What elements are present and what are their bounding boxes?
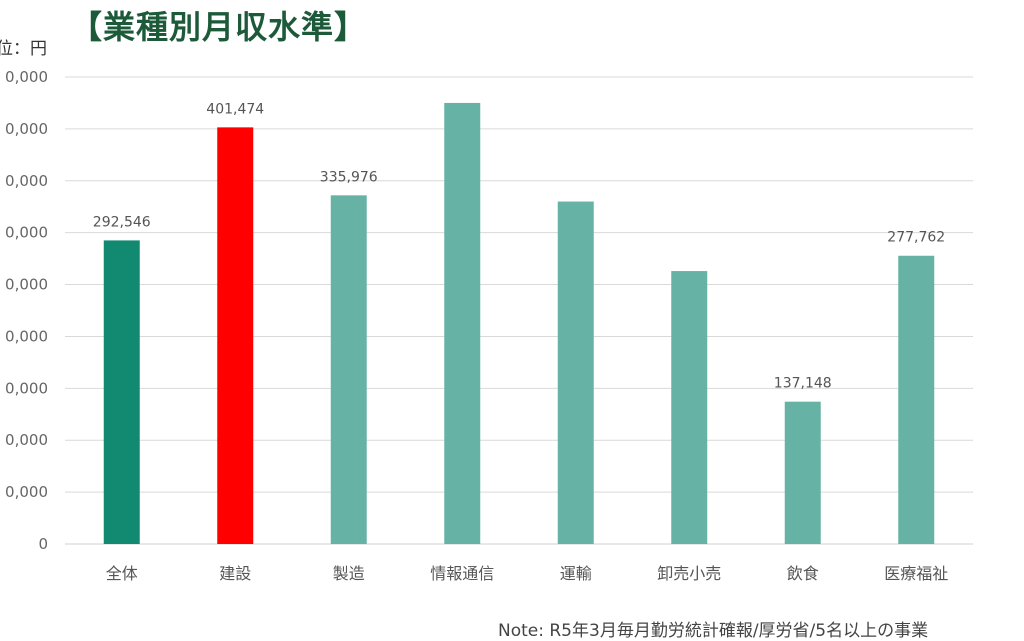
bar-3 <box>444 102 481 544</box>
bar-5 <box>671 271 708 544</box>
bar-7 <box>898 255 935 545</box>
y-tick-label: 0,000 <box>5 327 48 345</box>
y-tick-label: 0,000 <box>5 224 48 242</box>
bar-4 <box>557 201 594 545</box>
y-tick-label: 0 <box>38 535 48 553</box>
category-label: 建設 <box>219 564 251 583</box>
category-label: 飲食 <box>787 564 819 583</box>
category-label: 医療福祉 <box>884 564 948 583</box>
category-label: 全体 <box>106 564 138 583</box>
category-label: 製造 <box>333 564 365 583</box>
y-tick-label: 0,000 <box>5 379 48 397</box>
bar-1 <box>217 127 254 545</box>
bar-6 <box>784 401 821 544</box>
category-label: 情報通信 <box>430 564 494 583</box>
bar-0 <box>103 240 140 544</box>
y-tick-label: 0,000 <box>5 120 48 138</box>
y-tick-label: 0,000 <box>5 172 48 190</box>
y-tick-label: 0,000 <box>5 68 48 86</box>
bar-2 <box>330 195 367 544</box>
data-label: 137,148 <box>774 376 832 392</box>
y-tick-label: 0,000 <box>5 276 48 294</box>
data-label: 335,976 <box>320 169 378 185</box>
unit-label: 位：円 <box>0 39 47 59</box>
chart-title: 【業種別月収水準】 <box>70 8 368 46</box>
y-tick-label: 0,000 <box>5 483 48 501</box>
data-label: 401,474 <box>206 101 264 117</box>
data-label: 292,546 <box>93 214 151 230</box>
category-label: 卸売小売 <box>657 564 721 583</box>
y-tick-label: 0,000 <box>5 431 48 449</box>
category-label: 運輸 <box>560 564 592 583</box>
data-label: 277,762 <box>887 230 945 246</box>
